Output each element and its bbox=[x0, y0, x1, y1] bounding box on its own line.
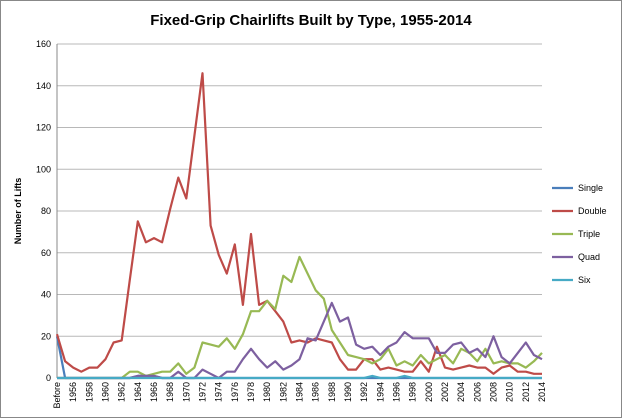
x-tick-label: 2004 bbox=[456, 382, 466, 402]
x-tick-label: Before bbox=[52, 382, 62, 409]
x-tick-label: 1974 bbox=[214, 382, 224, 402]
legend-label: Single bbox=[578, 183, 603, 193]
legend-label: Triple bbox=[578, 229, 600, 239]
x-tick-label: 1972 bbox=[198, 382, 208, 402]
x-tick-label: 2008 bbox=[489, 382, 499, 402]
x-tick-label: 1992 bbox=[359, 382, 369, 402]
y-axis-label: Number of Lifts bbox=[13, 178, 23, 245]
x-tick-label: 1988 bbox=[327, 382, 337, 402]
y-tick-label: 20 bbox=[41, 331, 51, 341]
x-tick-label: 1968 bbox=[165, 382, 175, 402]
y-tick-label: 140 bbox=[36, 81, 51, 91]
y-tick-label: 120 bbox=[36, 123, 51, 133]
x-tick-label: 1966 bbox=[149, 382, 159, 402]
x-tick-label: 2012 bbox=[521, 382, 531, 402]
series-line-quad bbox=[57, 301, 543, 380]
x-tick-label: 1996 bbox=[392, 382, 402, 402]
x-tick-label: 1998 bbox=[408, 382, 418, 402]
y-tick-label: 100 bbox=[36, 164, 51, 174]
series-line-triple bbox=[57, 255, 543, 380]
y-tick-label: 80 bbox=[41, 206, 51, 216]
x-tick-label: 1956 bbox=[68, 382, 78, 402]
x-tick-label: 1962 bbox=[117, 382, 127, 402]
y-tick-label: 0 bbox=[46, 373, 51, 383]
x-tick-label: 1980 bbox=[262, 382, 272, 402]
legend-label: Six bbox=[578, 275, 591, 285]
x-tick-label: 1978 bbox=[246, 382, 256, 402]
x-tick-label: 1958 bbox=[84, 382, 94, 402]
x-tick-label: 1976 bbox=[230, 382, 240, 402]
x-tick-label: 2006 bbox=[472, 382, 482, 402]
x-tick-label: 1994 bbox=[375, 382, 385, 402]
y-tick-label: 40 bbox=[41, 290, 51, 300]
chart-title: Fixed-Grip Chairlifts Built by Type, 195… bbox=[150, 12, 472, 29]
x-tick-label: 2010 bbox=[505, 382, 515, 402]
x-tick-label: 1986 bbox=[311, 382, 321, 402]
x-tick-label: 1964 bbox=[133, 382, 143, 402]
x-tick-label: 1970 bbox=[181, 382, 191, 402]
x-tick-label: 1984 bbox=[295, 382, 305, 402]
y-tick-label: 60 bbox=[41, 248, 51, 258]
x-tick-label: 2000 bbox=[424, 382, 434, 402]
x-tick-label: 1982 bbox=[278, 382, 288, 402]
series-line-double bbox=[55, 72, 542, 375]
x-tick-label: 2002 bbox=[440, 382, 450, 402]
series-line-six bbox=[57, 374, 542, 380]
x-tick-label: 1960 bbox=[101, 382, 111, 402]
y-tick-label: 160 bbox=[36, 39, 51, 49]
x-tick-label: 2014 bbox=[537, 382, 547, 402]
x-tick-label: 1990 bbox=[343, 382, 353, 402]
legend-label: Double bbox=[578, 206, 607, 216]
legend-label: Quad bbox=[578, 252, 600, 262]
